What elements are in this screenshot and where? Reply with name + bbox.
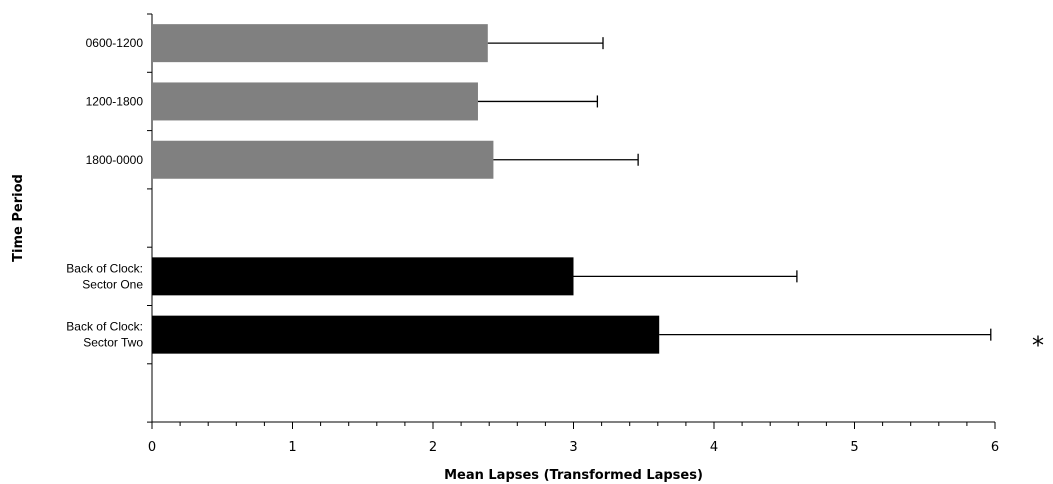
category-labels: 0600-1200 1200-1800 1800-0000 Back of Clock… <box>66 36 1044 360</box>
x-axis-title: Mean Lapses (Transformed Lapses) <box>444 468 703 483</box>
bar <box>152 140 494 179</box>
y-axis-title: Time Period <box>11 174 26 262</box>
bar <box>152 315 660 354</box>
category-label: 0600-1200 <box>86 36 144 50</box>
x-tick-labels: 0 1 2 3 4 5 6 <box>148 440 999 455</box>
x-tick-label: 3 <box>569 440 577 455</box>
category-label: Back of Clock: <box>66 261 143 275</box>
chart-bars <box>152 24 660 354</box>
x-tick-label: 6 <box>991 440 999 455</box>
category-label: 1200-1800 <box>86 94 144 108</box>
chart-error-bars <box>477 37 992 341</box>
x-tick-label: 4 <box>710 440 718 455</box>
category-label: Sector One <box>82 277 143 291</box>
category-label: Sector Two <box>83 336 143 350</box>
x-tick-label: 1 <box>288 440 296 455</box>
category-label: 1800-0000 <box>86 153 144 167</box>
bar <box>152 82 478 121</box>
bar <box>152 24 488 63</box>
bar <box>152 257 574 296</box>
significance-marker: * <box>1032 332 1044 360</box>
x-tick-label: 2 <box>429 440 437 455</box>
chart-axes <box>147 13 996 429</box>
category-label: Back of Clock: <box>66 320 143 334</box>
x-tick-label: 5 <box>850 440 858 455</box>
x-tick-label: 0 <box>148 440 156 455</box>
